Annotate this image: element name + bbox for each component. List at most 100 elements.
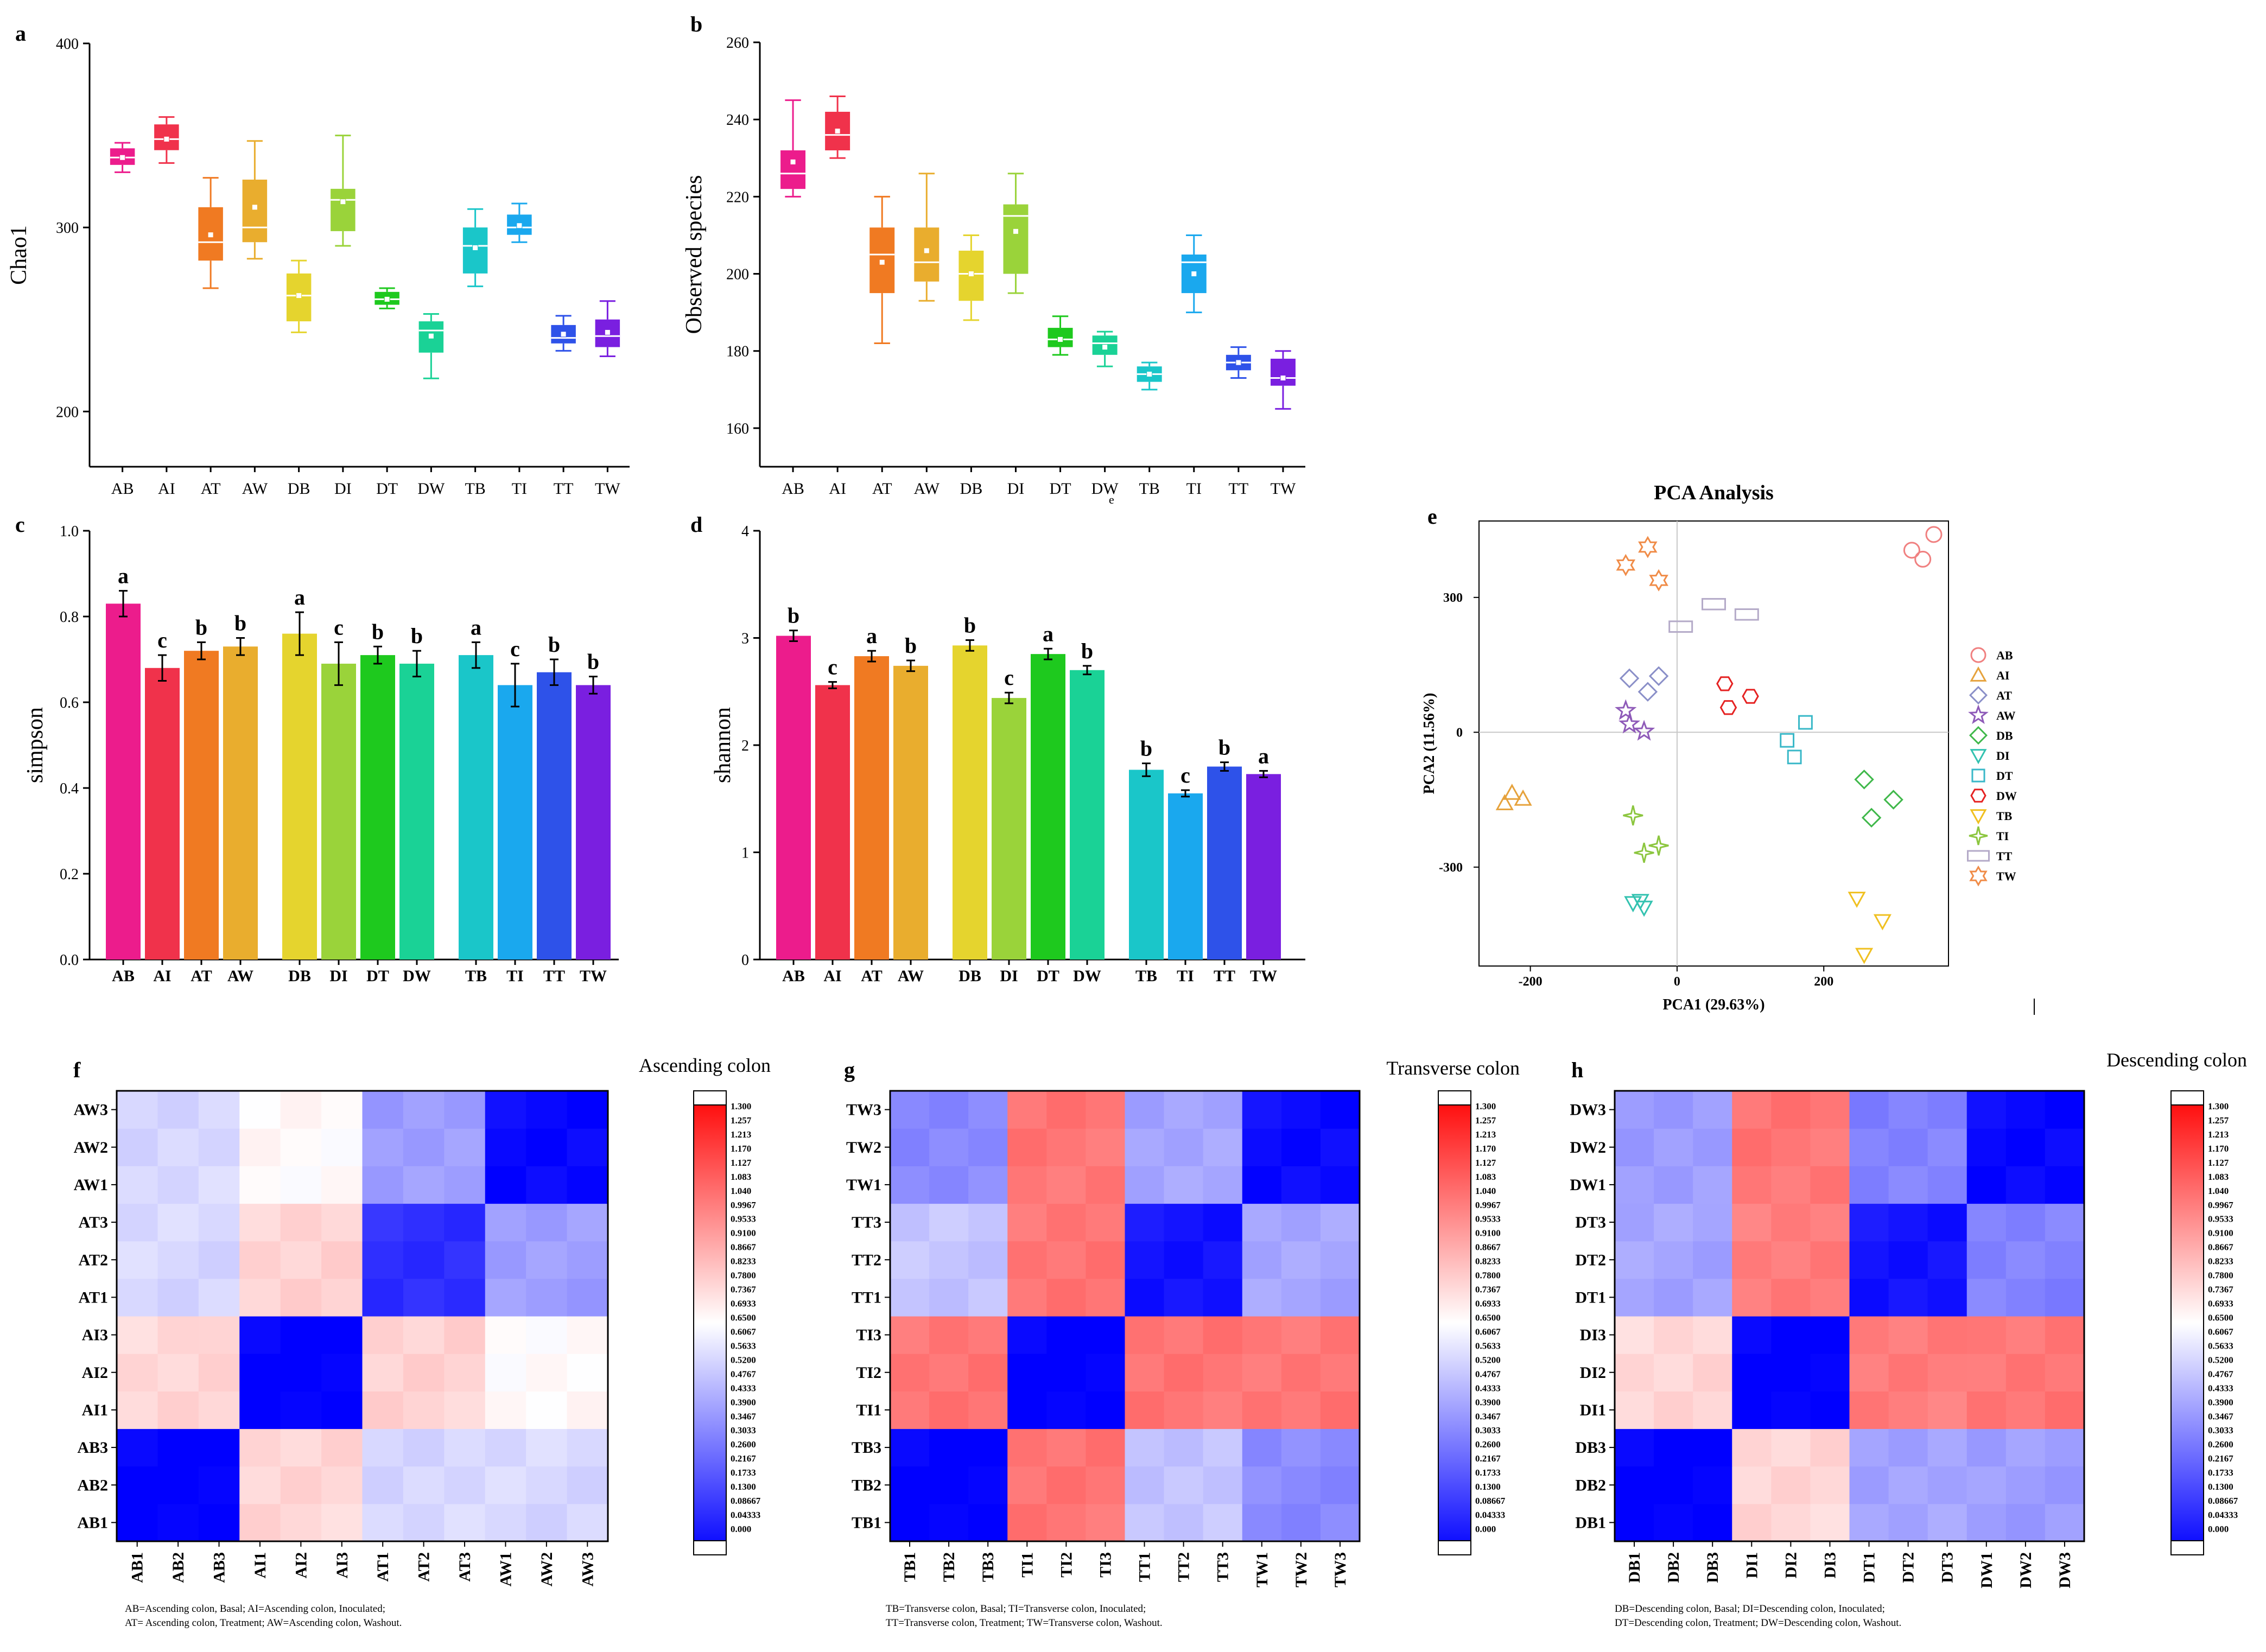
panel-g-heat-cell xyxy=(1125,1466,1165,1504)
panel-e-legend-marker-AI xyxy=(1970,666,1987,682)
panel-h-heat-cell xyxy=(2045,1316,2085,1354)
panel-b-mean xyxy=(923,247,930,254)
panel-h-heat-cell xyxy=(1927,1428,1967,1467)
panel-b-x-tick-label: DW xyxy=(1091,480,1119,498)
panel-c-bar-TT xyxy=(537,672,572,960)
panel-a-x-tick-label: AT xyxy=(201,480,221,498)
panel-d-x-tick-label: AT xyxy=(861,967,882,985)
panel-g-heat-cell xyxy=(929,1166,969,1204)
panel-g-heat-cell xyxy=(929,1354,969,1392)
panel-f-row-label: AI2 xyxy=(82,1364,108,1382)
panel-f-heat-cell xyxy=(117,1466,158,1504)
panel-g-scale-tick: 0.4767 xyxy=(1475,1369,1501,1379)
panel-e-legend-label-AI: AI xyxy=(1996,669,2009,682)
panel-e-point-AI xyxy=(1503,784,1521,800)
panel-f-heat-cell xyxy=(280,1091,322,1129)
panel-d-x-tick-label: DI xyxy=(1000,967,1018,985)
panel-f-scale-tick: 0.4767 xyxy=(731,1369,756,1379)
panel-c-significance-letter: a xyxy=(118,564,129,588)
panel-g-heat-cell xyxy=(968,1428,1008,1467)
panel-b-mean xyxy=(1102,344,1108,351)
panel-h-row-label: DI1 xyxy=(1580,1401,1606,1419)
panel-h-heat-cell xyxy=(1615,1503,1654,1542)
panel-h-scale-tick: 0.3900 xyxy=(2208,1397,2233,1407)
panel-g-scale-tick: 0.8233 xyxy=(1475,1256,1501,1267)
panel-g-heat-cell xyxy=(929,1466,969,1504)
panel-d-bar-AT xyxy=(854,656,889,960)
panel-g-heat-cell xyxy=(929,1428,969,1467)
panel-h-heat-cell xyxy=(2005,1091,2046,1129)
panel-g-heat-cell xyxy=(1203,1128,1243,1166)
panel-f-heat-cell xyxy=(485,1128,526,1166)
panel-g-scale-tick: 0.9967 xyxy=(1475,1200,1501,1210)
panel-f-color-scale xyxy=(693,1090,727,1555)
panel-c-x-tick-label: DB xyxy=(288,967,311,985)
panel-f-heat-cell xyxy=(362,1428,404,1467)
panel-f-heat-cell xyxy=(526,1203,568,1242)
panel-f-heat-cell xyxy=(485,1503,526,1542)
panel-e-point-DT xyxy=(1798,715,1813,730)
panel-g-heat-cell xyxy=(1164,1128,1204,1166)
panel-g-heat-cell xyxy=(1242,1466,1282,1504)
panel-h-heat-cell xyxy=(1849,1428,1889,1467)
panel-h-heat-cell xyxy=(1966,1203,2007,1242)
panel-h-heat-cell xyxy=(2005,1391,2046,1429)
panel-g-scale-tick: 0.9100 xyxy=(1475,1228,1501,1238)
panel-h-heat-cell xyxy=(2045,1091,2085,1129)
panel-b-y-axis-title: Observed species xyxy=(682,175,707,334)
panel-g-heat-cell xyxy=(1203,1241,1243,1279)
panel-g-heat-cell xyxy=(1281,1391,1321,1429)
panel-h-heat-cell xyxy=(1771,1278,1811,1317)
panel-h-heat-cell xyxy=(1771,1091,1811,1129)
panel-f-heat-cell xyxy=(485,1316,526,1354)
panel-e-point-AT xyxy=(1619,668,1640,689)
panel-a-x-tick-label: DB xyxy=(288,480,310,498)
panel-g-heat-cell xyxy=(1203,1503,1243,1542)
panel-f-scale-tick: 0.3033 xyxy=(731,1425,756,1435)
panel-d-x-tick-label: TW xyxy=(1250,967,1277,985)
panel-c-x-tick-label: TT xyxy=(543,967,565,985)
panel-f-heat-cell xyxy=(321,1354,363,1392)
panel-h-heat-cell xyxy=(2005,1203,2046,1242)
panel-e-point-TB xyxy=(1848,892,1866,908)
panel-f-heat-cell xyxy=(321,1428,363,1467)
panel-g-color-scale xyxy=(1438,1090,1471,1555)
panel-f-heat-cell xyxy=(444,1503,486,1542)
panel-g-heat-cell xyxy=(1281,1203,1321,1242)
panel-h-heat-cell xyxy=(1966,1428,2007,1467)
panel-a-mean xyxy=(296,293,302,299)
panel-g-row-label: TB1 xyxy=(852,1514,881,1532)
panel-g-heat-cell xyxy=(1242,1091,1282,1129)
panel-g-heat-cell xyxy=(890,1091,930,1129)
panel-f-scale-tick: 0.3900 xyxy=(731,1397,756,1407)
panel-e-point-TW xyxy=(1638,536,1658,558)
panel-h-heat-cell xyxy=(1888,1203,1928,1242)
panel-h-col-label: DT2 xyxy=(1900,1552,1918,1583)
panel-f-heat-cell xyxy=(567,1354,608,1392)
panel-g-heat-cell xyxy=(1086,1503,1126,1542)
panel-h-heat-cell xyxy=(1888,1241,1928,1279)
panel-g-heat-cell xyxy=(1320,1203,1360,1242)
panel-g-scale-tick: 1.170 xyxy=(1475,1143,1496,1154)
panel-h-col-label: DB1 xyxy=(1626,1552,1643,1583)
panel-g-heat-cell xyxy=(1007,1503,1047,1542)
panel-g-heat-cell xyxy=(1086,1128,1126,1166)
panel-c-y-tick-label: 0.6 xyxy=(60,695,79,711)
panel-h-heat-cell xyxy=(1810,1503,1850,1542)
panel-h-heat-cell xyxy=(1888,1391,1928,1429)
panel-h-heat-cell xyxy=(1771,1391,1811,1429)
panel-f-heat-cell xyxy=(198,1428,240,1467)
panel-h-heat-cell xyxy=(2005,1166,2046,1204)
panel-e-point-AT xyxy=(1637,682,1658,702)
panel-g-heat-cell xyxy=(968,1391,1008,1429)
panel-g-heat-cell xyxy=(1281,1166,1321,1204)
panel-f-heat-cell xyxy=(444,1278,486,1317)
panel-g-heat-cell xyxy=(890,1503,930,1542)
panel-h-heat-cell xyxy=(1693,1278,1732,1317)
panel-a-x-tick-label: AB xyxy=(111,480,134,498)
panel-g-col-label: TI2 xyxy=(1057,1552,1075,1578)
panel-f-heat-cell xyxy=(362,1091,404,1129)
panel-h-heat-cell xyxy=(2045,1466,2085,1504)
panel-h-scale-tick: 1.257 xyxy=(2208,1115,2229,1126)
panel-g-col-label: TT1 xyxy=(1136,1552,1154,1582)
